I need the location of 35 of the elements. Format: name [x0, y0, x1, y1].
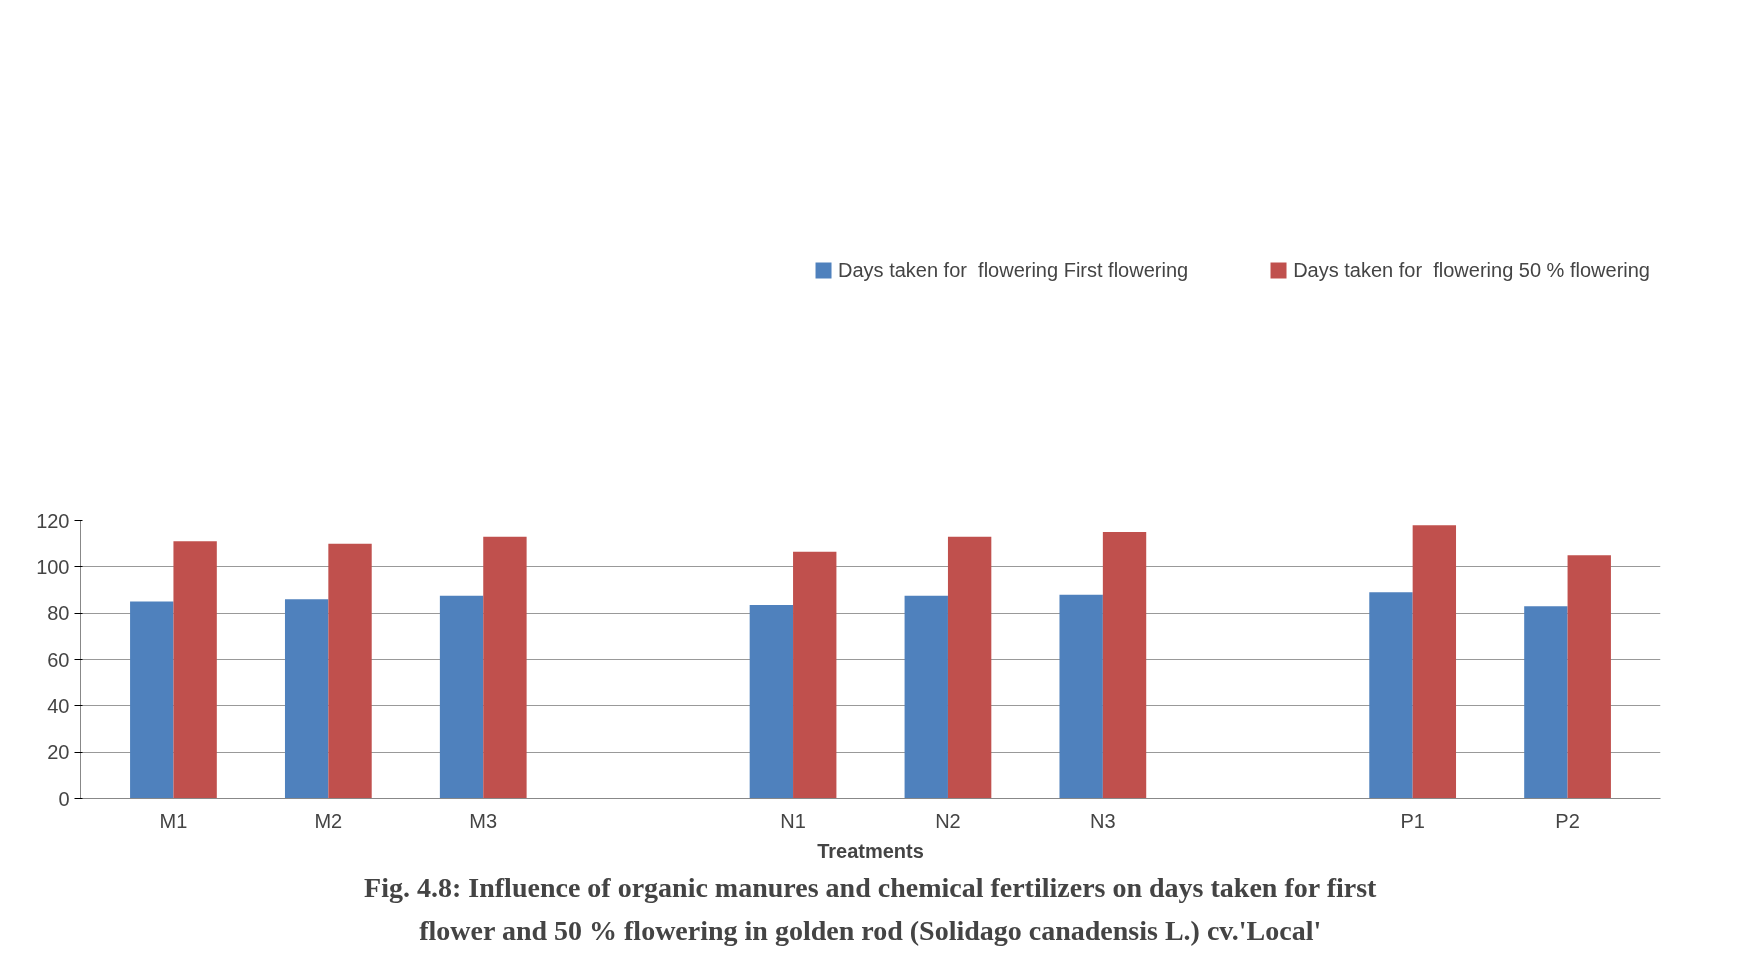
y-tick-label: 0 — [58, 787, 70, 810]
y-tick-label: 80 — [47, 602, 70, 625]
y-tick-label: 100 — [36, 555, 70, 578]
legend-label: Days taken for flowering 50 % flowering — [1293, 258, 1650, 282]
bar — [130, 601, 174, 799]
y-tick-label: 20 — [47, 741, 70, 764]
x-tick-label: N2 — [935, 809, 961, 832]
bar — [904, 595, 948, 799]
bar — [1412, 525, 1457, 799]
bar — [284, 599, 329, 799]
y-tick-label: 40 — [47, 694, 70, 717]
bar — [749, 605, 794, 799]
legend-label: Days taken for flowering First flowering — [838, 258, 1189, 282]
bar — [1102, 532, 1147, 799]
x-tick-label: P1 — [1400, 809, 1425, 832]
x-axis-title: Treatments — [817, 839, 924, 862]
x-tick-label: M3 — [469, 809, 498, 832]
bar — [173, 541, 217, 799]
bar — [328, 543, 372, 799]
bar — [439, 595, 484, 799]
bar — [1524, 606, 1568, 799]
bar — [1059, 594, 1103, 799]
bar — [1567, 555, 1611, 799]
x-tick-label: M2 — [314, 809, 343, 832]
x-tick-label: M1 — [159, 809, 188, 832]
y-tick-label: 60 — [47, 648, 70, 671]
x-tick-label: N1 — [780, 809, 806, 832]
bar — [793, 551, 837, 799]
y-tick-label: 120 — [36, 509, 70, 532]
text: Fig. 4.8: Influence of organic manures and chemical fertilizers on days taken for first flower and 50 % flowering in golden rod (Solidago canadensis L.) cv.'Local' — [364, 871, 1378, 946]
x-tick-label: N3 — [1090, 809, 1116, 832]
bar — [947, 536, 992, 799]
bar — [1369, 592, 1413, 799]
bar — [483, 536, 527, 799]
x-tick-label: P2 — [1555, 809, 1580, 832]
